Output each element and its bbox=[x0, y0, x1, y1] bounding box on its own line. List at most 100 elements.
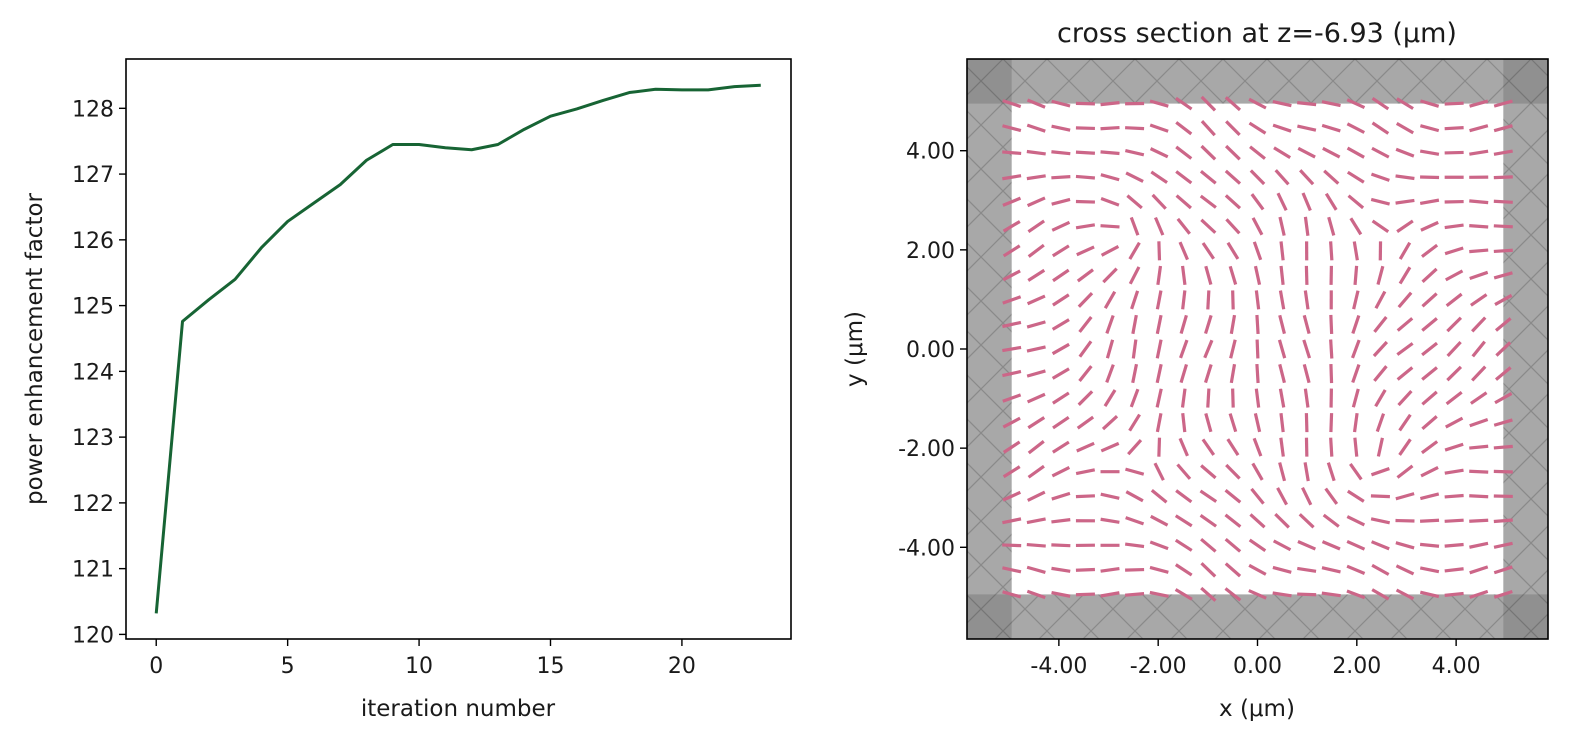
y-tick-label: 126 bbox=[72, 229, 114, 254]
line-chart-x-axis-label: iteration number bbox=[361, 696, 556, 722]
field-arrow bbox=[1076, 415, 1095, 430]
field-arrow bbox=[1420, 466, 1439, 478]
hatch-line bbox=[0, 59, 475, 639]
field-arrow bbox=[1002, 269, 1021, 282]
field-arrow bbox=[1278, 216, 1286, 236]
x-tick-label: -4.00 bbox=[1030, 654, 1087, 679]
field-arrow bbox=[1002, 244, 1021, 258]
field-arrow bbox=[1371, 121, 1390, 135]
field-arrow bbox=[1278, 462, 1287, 482]
field-arrow bbox=[1421, 366, 1438, 381]
field-arrow bbox=[1075, 223, 1096, 230]
field-arrow bbox=[1346, 122, 1366, 134]
field-arrow bbox=[1371, 219, 1390, 234]
field-arrow bbox=[1125, 516, 1145, 526]
y-tick-label: 120 bbox=[72, 623, 114, 648]
field-arrow bbox=[1124, 591, 1145, 597]
field-arrow bbox=[1469, 444, 1489, 450]
hatch-line bbox=[967, 59, 1092, 184]
field-arrow bbox=[1398, 241, 1412, 260]
field-arrow bbox=[1174, 563, 1193, 577]
pml-corner bbox=[967, 59, 1012, 104]
field-arrow bbox=[1279, 437, 1285, 457]
field-arrow bbox=[1469, 417, 1489, 428]
field-arrow bbox=[1174, 514, 1193, 528]
field-arrow bbox=[1051, 367, 1070, 380]
field-arrow bbox=[1002, 566, 1022, 574]
field-arrow bbox=[1253, 265, 1262, 286]
hatch-line bbox=[967, 638, 968, 639]
field-arrow bbox=[1444, 150, 1464, 155]
field-arrow bbox=[1175, 170, 1193, 185]
field-arrow bbox=[1179, 363, 1189, 384]
field-arrow bbox=[1419, 566, 1440, 574]
field-arrow bbox=[1346, 589, 1366, 600]
field-arrow bbox=[1255, 314, 1260, 335]
field-arrow bbox=[1101, 415, 1119, 431]
field-arrow bbox=[1351, 364, 1361, 384]
field-arrow bbox=[1026, 565, 1046, 574]
field-arrow bbox=[1175, 489, 1193, 504]
x-tick-label: 0.00 bbox=[1233, 654, 1282, 679]
field-arrow bbox=[1149, 590, 1169, 598]
field-arrow bbox=[1026, 517, 1046, 525]
field-arrow bbox=[1493, 444, 1513, 450]
field-arrow bbox=[1224, 537, 1242, 553]
y-tick-label: 2.00 bbox=[906, 239, 955, 264]
field-arrow bbox=[1419, 518, 1440, 523]
hatch-line bbox=[291, 59, 871, 639]
hatch-line bbox=[0, 59, 387, 639]
field-arrow bbox=[1201, 438, 1216, 456]
field-arrow bbox=[1493, 99, 1513, 108]
field-arrow bbox=[1200, 586, 1217, 602]
field-arrow bbox=[1027, 490, 1046, 502]
field-arrows bbox=[1002, 95, 1513, 602]
field-arrow bbox=[1446, 365, 1463, 382]
field-arrow bbox=[1027, 268, 1046, 282]
field-arrow bbox=[1224, 513, 1242, 528]
field-arrow bbox=[1420, 99, 1440, 108]
field-arrow bbox=[1373, 365, 1388, 382]
field-arrow bbox=[1370, 197, 1391, 206]
field-arrow bbox=[1100, 517, 1120, 524]
field-arrow bbox=[1002, 465, 1021, 479]
field-arrow bbox=[1346, 146, 1365, 159]
field-arrow bbox=[1027, 416, 1046, 430]
hatch-line bbox=[159, 59, 739, 639]
series-line bbox=[154, 83, 761, 614]
field-arrow bbox=[1371, 540, 1390, 551]
field-arrow bbox=[1076, 245, 1095, 257]
field-arrow bbox=[1226, 241, 1240, 260]
field-arrow bbox=[1026, 294, 1046, 306]
field-arrow bbox=[1420, 175, 1440, 180]
field-arrow bbox=[1075, 494, 1095, 499]
field-arrow bbox=[1373, 316, 1388, 333]
field-arrow bbox=[1248, 589, 1267, 600]
field-arrow bbox=[1469, 124, 1489, 133]
field-arrow bbox=[1100, 125, 1120, 131]
field-chart: -4.00 -2.00 0.00 2.00 4.00 4.00 2.00 0.00 -2.00… bbox=[0, 18, 1549, 722]
field-arrow bbox=[1397, 291, 1413, 309]
field-arrow bbox=[1206, 388, 1211, 408]
field-arrow bbox=[1469, 541, 1489, 549]
hatch-line bbox=[27, 59, 607, 639]
field-arrow bbox=[1078, 315, 1093, 333]
field-arrow bbox=[1052, 415, 1070, 430]
field-arrow bbox=[1493, 589, 1513, 599]
field-arrow bbox=[1002, 416, 1021, 429]
field-arrow bbox=[1131, 314, 1138, 335]
field-arrow bbox=[1444, 442, 1464, 452]
field-arrow bbox=[1051, 197, 1071, 206]
field-arrow bbox=[1026, 369, 1046, 378]
line-chart-axes-frame bbox=[125, 58, 792, 640]
field-arrow bbox=[1278, 363, 1286, 384]
field-arrow bbox=[1103, 389, 1117, 407]
field-arrow bbox=[1493, 565, 1513, 575]
field-arrow bbox=[1229, 363, 1237, 384]
field-arrow bbox=[1026, 196, 1046, 208]
field-arrow bbox=[1374, 290, 1387, 310]
field-arrow bbox=[1228, 265, 1238, 285]
field-arrow bbox=[1471, 316, 1487, 333]
field-arrow bbox=[1396, 317, 1414, 332]
